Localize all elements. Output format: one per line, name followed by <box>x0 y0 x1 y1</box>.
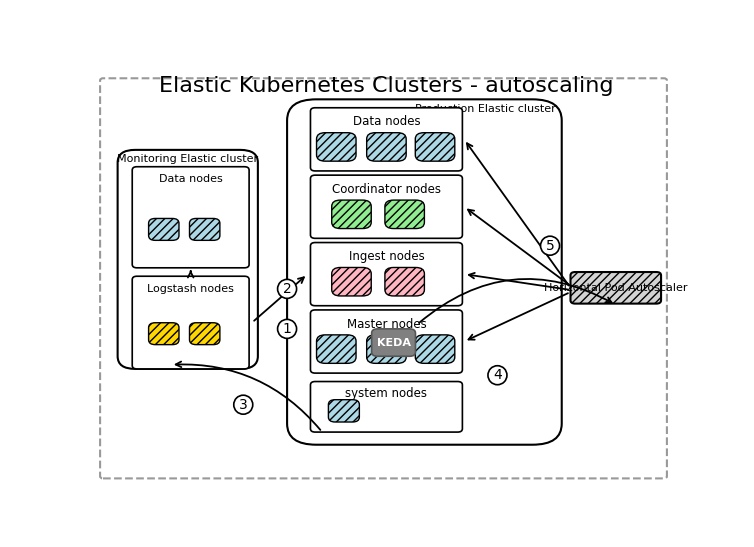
FancyBboxPatch shape <box>317 335 356 363</box>
FancyBboxPatch shape <box>385 267 425 296</box>
FancyBboxPatch shape <box>189 218 220 240</box>
Text: Ingest nodes: Ingest nodes <box>348 250 425 263</box>
FancyBboxPatch shape <box>415 133 455 161</box>
FancyBboxPatch shape <box>149 323 179 345</box>
Text: 5: 5 <box>546 238 554 253</box>
FancyBboxPatch shape <box>311 382 462 432</box>
Text: Logstash nodes: Logstash nodes <box>147 284 234 294</box>
FancyBboxPatch shape <box>311 310 462 373</box>
FancyBboxPatch shape <box>149 218 179 240</box>
FancyBboxPatch shape <box>415 335 455 363</box>
FancyBboxPatch shape <box>311 242 462 306</box>
Text: 3: 3 <box>239 398 247 412</box>
Text: 4: 4 <box>493 368 502 382</box>
Text: Horizontal Pod Autoscaler: Horizontal Pod Autoscaler <box>544 283 688 293</box>
FancyBboxPatch shape <box>287 100 562 445</box>
FancyBboxPatch shape <box>332 200 371 229</box>
FancyBboxPatch shape <box>372 329 415 356</box>
Text: Data nodes: Data nodes <box>159 174 222 184</box>
FancyBboxPatch shape <box>366 335 406 363</box>
Text: Elastic Kubernetes Clusters - autoscaling: Elastic Kubernetes Clusters - autoscalin… <box>159 76 614 96</box>
Text: 1: 1 <box>283 322 292 336</box>
FancyBboxPatch shape <box>118 150 258 369</box>
Text: Master nodes: Master nodes <box>347 317 426 330</box>
Text: KEDA: KEDA <box>376 337 411 347</box>
Text: Data nodes: Data nodes <box>353 115 420 129</box>
FancyBboxPatch shape <box>332 267 371 296</box>
FancyBboxPatch shape <box>132 276 249 369</box>
FancyBboxPatch shape <box>311 108 462 171</box>
Text: 2: 2 <box>283 282 292 296</box>
FancyBboxPatch shape <box>366 133 406 161</box>
Text: Production Elastic cluster: Production Elastic cluster <box>415 103 556 114</box>
Text: Monitoring Elastic cluster: Monitoring Elastic cluster <box>117 154 259 164</box>
FancyBboxPatch shape <box>385 200 425 229</box>
Text: system nodes: system nodes <box>345 387 428 400</box>
FancyBboxPatch shape <box>189 323 220 345</box>
FancyBboxPatch shape <box>317 133 356 161</box>
FancyBboxPatch shape <box>132 167 249 268</box>
FancyBboxPatch shape <box>571 272 661 304</box>
FancyBboxPatch shape <box>311 175 462 238</box>
FancyBboxPatch shape <box>329 400 360 422</box>
Text: Coordinator nodes: Coordinator nodes <box>332 183 441 196</box>
